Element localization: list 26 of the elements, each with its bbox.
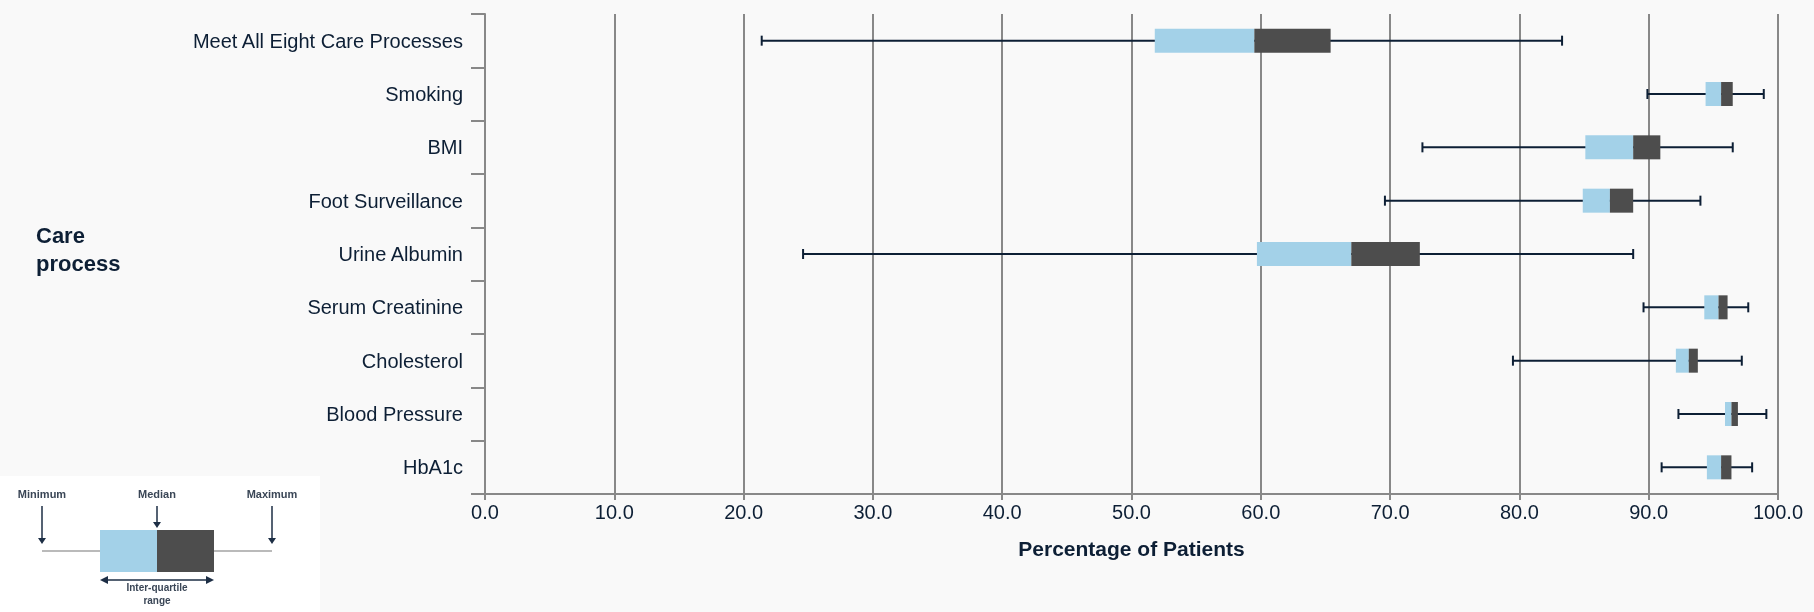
y-tick-label: BMI <box>427 136 463 159</box>
x-tick-label: 100.0 <box>1752 501 1804 523</box>
y-tick-label: Meet All Eight Care Processes <box>192 29 463 52</box>
x-tick-label: 30.0 <box>853 501 893 523</box>
text: Maximum <box>246 488 298 500</box>
y-tick-label: Blood Pressure <box>326 403 463 425</box>
x-tick-label: 70.0 <box>1370 501 1410 523</box>
x-tick-label: 0.0 <box>471 501 499 523</box>
y-tick-label: Smoking <box>385 83 463 105</box>
x-tick-label: 90.0 <box>1629 501 1669 523</box>
y-tick-label: HbA1c <box>402 456 463 479</box>
x-tick-label: 10.0 <box>594 501 634 523</box>
x-tick-label: 60.0 <box>1241 501 1281 523</box>
x-axis-title: Percentage of Patients <box>1018 537 1245 560</box>
y-tick-label: Cholesterol <box>361 349 463 372</box>
text: Median <box>138 488 177 500</box>
y-axis-title: Care process <box>36 222 122 278</box>
y-tick-label: Foot Surveillance <box>308 189 463 212</box>
x-tick-label: 20.0 <box>724 501 764 523</box>
x-tick-label: 80.0 <box>1499 501 1539 523</box>
y-tick-label: Serum Creatinine <box>307 296 463 319</box>
text: Inter-quartile range <box>126 582 188 606</box>
x-tick-label: 40.0 <box>982 501 1022 523</box>
y-tick-label: Urine Albumin <box>338 243 463 265</box>
x-tick-label: 50.0 <box>1112 501 1151 523</box>
text: Minimum <box>17 488 67 500</box>
